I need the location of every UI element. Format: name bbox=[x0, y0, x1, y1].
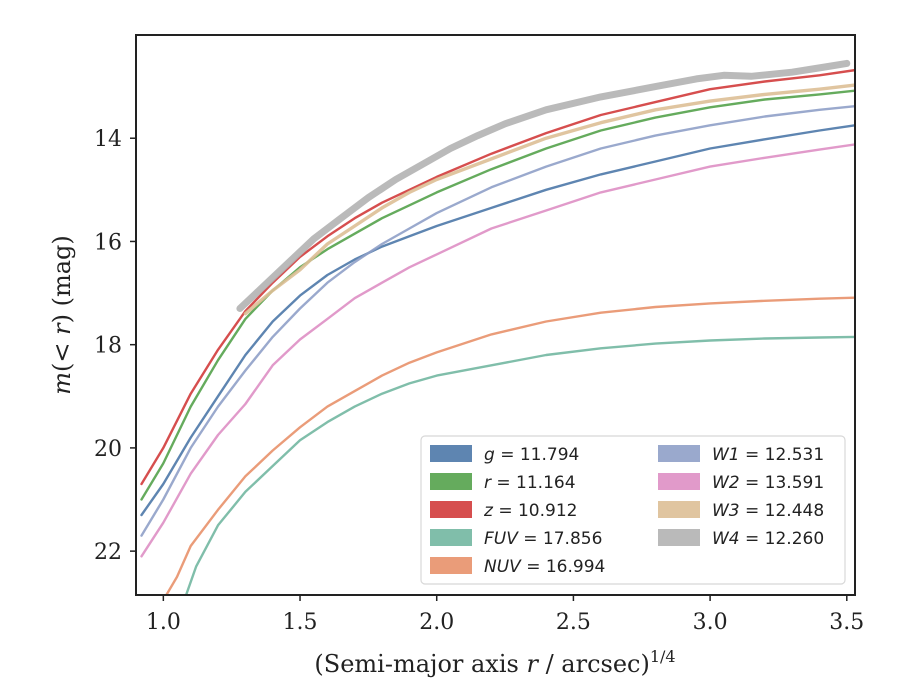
x-axis-label-post: / arcsec) bbox=[538, 650, 650, 678]
series-line-z bbox=[140, 68, 855, 486]
series-line-fuv bbox=[184, 335, 855, 595]
x-axis-label-pre: (Semi-major axis bbox=[314, 650, 526, 678]
y-axis-label-mid: (< bbox=[48, 335, 76, 372]
legend-label-fuv: FUV = 17.856 bbox=[484, 529, 602, 549]
legend-swatch-w2 bbox=[658, 473, 700, 490]
legend-swatch-g bbox=[430, 445, 472, 462]
x-axis: 1.0 1.5 2.0 2.5 3.0 3.5 bbox=[146, 595, 864, 635]
series-line-w3 bbox=[243, 83, 855, 316]
legend-label-z: z = 10.912 bbox=[483, 501, 577, 521]
legend-swatch-nuv bbox=[430, 557, 472, 574]
y-axis-label-post: ) (mag) bbox=[48, 235, 76, 323]
series-line-r bbox=[140, 89, 855, 501]
y-tick-label: 22 bbox=[94, 540, 122, 565]
x-axis-label: (Semi-major axis r / arcsec)1/4 bbox=[314, 647, 675, 678]
series-line-g bbox=[140, 124, 855, 517]
x-tick-label: 2.0 bbox=[419, 610, 454, 635]
series-line-w2 bbox=[140, 143, 855, 558]
y-axis-label: m(< r) (mag) bbox=[48, 235, 76, 395]
series-layer bbox=[140, 59, 855, 595]
series-line-w4 bbox=[236, 59, 851, 312]
y-tick-label: 16 bbox=[94, 230, 122, 255]
legend-label-w4: W4 = 12.260 bbox=[712, 529, 824, 549]
legend-label-nuv: NUV = 16.994 bbox=[484, 557, 605, 577]
series-line-w1 bbox=[140, 105, 855, 537]
legend-swatch-r bbox=[430, 473, 472, 490]
x-axis-label-exponent: 1/4 bbox=[650, 647, 676, 666]
legend-label-w2: W2 = 13.591 bbox=[712, 473, 824, 493]
legend-swatch-w3 bbox=[658, 501, 700, 518]
x-axis-label-var: r bbox=[526, 650, 539, 678]
plot-frame bbox=[135, 34, 856, 596]
y-tick-label: 18 bbox=[94, 334, 122, 359]
legend-label-w1: W1 = 12.531 bbox=[712, 445, 824, 465]
y-tick-label: 20 bbox=[94, 437, 122, 462]
y-axis: 14 16 18 20 22 bbox=[94, 127, 136, 565]
series-line-nuv bbox=[164, 296, 855, 595]
legend-label-r: r = 11.164 bbox=[484, 473, 576, 493]
x-tick-label: 2.5 bbox=[556, 610, 591, 635]
legend-label-w3: W3 = 12.448 bbox=[712, 501, 824, 521]
legend-swatch-fuv bbox=[430, 529, 472, 546]
legend-swatch-z bbox=[430, 501, 472, 518]
x-tick-label: 3.5 bbox=[829, 610, 864, 635]
x-tick-label: 1.0 bbox=[146, 610, 181, 635]
y-axis-label-var: r bbox=[48, 322, 76, 335]
legend-frame bbox=[420, 435, 846, 585]
x-tick-label: 1.5 bbox=[283, 610, 318, 635]
y-tick-label: 14 bbox=[94, 127, 122, 152]
x-tick-label: 3.0 bbox=[693, 610, 728, 635]
y-axis-label-pre: m bbox=[48, 372, 76, 395]
legend-swatch-w4 bbox=[658, 529, 700, 546]
legend-swatch-w1 bbox=[658, 445, 700, 462]
legend-label-g: g = 11.794 bbox=[484, 445, 579, 465]
legend: g = 11.794 r = 11.164 z = 10.912 FUV = 17.8… bbox=[420, 435, 846, 585]
